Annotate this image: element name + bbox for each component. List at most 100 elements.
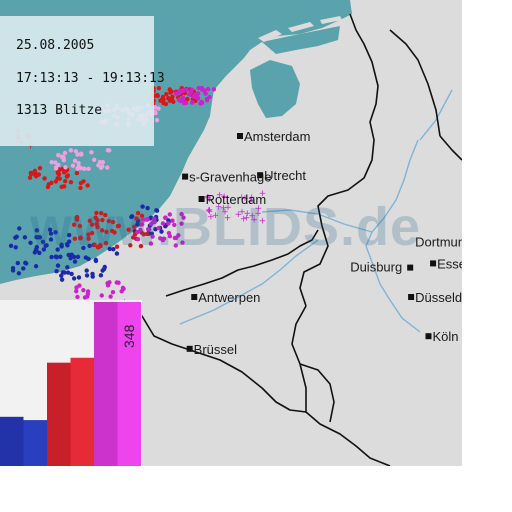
lightning-strike — [69, 271, 74, 277]
lightning-strike — [151, 219, 156, 225]
city-label: Köln — [432, 329, 458, 344]
lightning-strike — [126, 227, 131, 232]
lightning-strike — [84, 273, 90, 278]
lightning-strike — [205, 86, 211, 92]
lightning-strike: + — [255, 204, 263, 214]
lightning-strike — [55, 170, 61, 176]
lightning-strike: + — [241, 194, 249, 204]
lightning-strike — [110, 289, 116, 295]
lightning-strike — [15, 260, 21, 266]
lightning-strike — [106, 218, 111, 224]
lightning-strike — [68, 179, 74, 185]
city-label: Brüssel — [194, 342, 237, 357]
lightning-strike — [87, 243, 92, 249]
lightning-strike — [49, 180, 54, 185]
lightning-strike — [72, 158, 78, 164]
lightning-strike: + — [243, 213, 251, 223]
lightning-strike — [139, 213, 145, 218]
lightning-strike — [75, 152, 80, 157]
lightning-strike — [68, 148, 74, 153]
lightning-strike — [166, 230, 172, 236]
lightning-strike — [114, 280, 119, 285]
lightning-strike — [134, 216, 139, 221]
lightning-strike — [37, 250, 42, 256]
lightning-strike — [89, 150, 94, 155]
lightning-strike — [140, 222, 145, 227]
lightning-strike — [148, 241, 154, 246]
lightning-strike — [76, 275, 82, 280]
lightning-strike — [66, 232, 72, 238]
city-label: Rotterdam — [206, 192, 267, 207]
lightning-strike — [81, 245, 86, 251]
lightning-strike — [33, 264, 39, 269]
lightning-strike: + — [204, 192, 212, 202]
lightning-strike — [86, 166, 91, 171]
city-marker — [407, 264, 414, 271]
lightning-strike — [89, 222, 95, 227]
lightning-strike — [176, 97, 182, 102]
lightning-strike — [99, 210, 104, 216]
lightning-strike — [44, 243, 49, 248]
lightning-strike — [196, 85, 201, 91]
lightning-strike — [90, 274, 95, 279]
lightning-strike — [8, 243, 14, 248]
lightning-strike — [76, 160, 81, 166]
lightning-strike: + — [220, 192, 228, 202]
lightning-strike — [55, 247, 60, 252]
rivers — [179, 89, 453, 333]
lightning-strike — [21, 266, 26, 271]
lightning-strike — [96, 163, 101, 168]
lightning-strike — [49, 254, 54, 260]
lightning-strike — [167, 87, 172, 92]
lightning-strike: + — [206, 206, 214, 216]
lightning-strike — [64, 174, 70, 179]
lightning-strike — [154, 117, 160, 123]
lightning-strike — [144, 231, 150, 237]
lightning-strike — [140, 217, 146, 222]
lightning-strike — [170, 218, 175, 223]
city-marker — [191, 294, 198, 300]
lightning-strike — [179, 211, 184, 217]
lightning-strike: + — [204, 194, 212, 204]
lightning-strike — [58, 254, 63, 260]
lightning-strike — [91, 157, 97, 163]
lightning-strike — [63, 165, 68, 170]
lightning-strike — [167, 212, 173, 217]
lightning-strike — [163, 101, 169, 107]
lightning-strike — [180, 240, 185, 245]
lightning-strike — [10, 268, 16, 273]
lightning-strike — [166, 218, 171, 223]
lightning-strike — [135, 222, 140, 227]
lightning-strike — [203, 91, 208, 96]
lightning-strike: + — [215, 203, 223, 213]
lightning-strike — [85, 183, 90, 188]
lightning-strike — [154, 208, 160, 213]
lightning-strike — [145, 217, 150, 222]
city-marker — [198, 196, 205, 202]
lightning-strike — [63, 168, 68, 174]
lightning-strike — [74, 289, 79, 294]
lightning-strike — [160, 94, 166, 100]
lightning-strike — [56, 152, 61, 158]
lightning-map: ++++++++++++++++++++++++++++++++++++++++… — [0, 0, 462, 466]
lightning-strike: + — [247, 197, 255, 207]
lightning-strike — [199, 100, 205, 106]
lightning-strike — [75, 166, 80, 171]
lightning-strike — [98, 273, 104, 278]
lightning-strike — [72, 259, 78, 264]
lightning-strike — [173, 91, 179, 96]
lightning-strike — [195, 96, 201, 101]
lightning-strike — [59, 244, 64, 249]
lightning-strike — [41, 247, 47, 252]
legend-bar — [94, 302, 118, 466]
lightning-strike — [13, 245, 18, 250]
borders — [123, 13, 462, 466]
lightning-strike — [49, 159, 54, 165]
legend-bar — [47, 362, 71, 466]
lightning-strike — [99, 293, 104, 298]
lightning-strike: + — [240, 215, 248, 225]
lightning-strike — [105, 283, 111, 288]
lightning-strike — [72, 254, 77, 260]
lightning-strike — [173, 243, 178, 248]
city-marker — [186, 345, 193, 352]
